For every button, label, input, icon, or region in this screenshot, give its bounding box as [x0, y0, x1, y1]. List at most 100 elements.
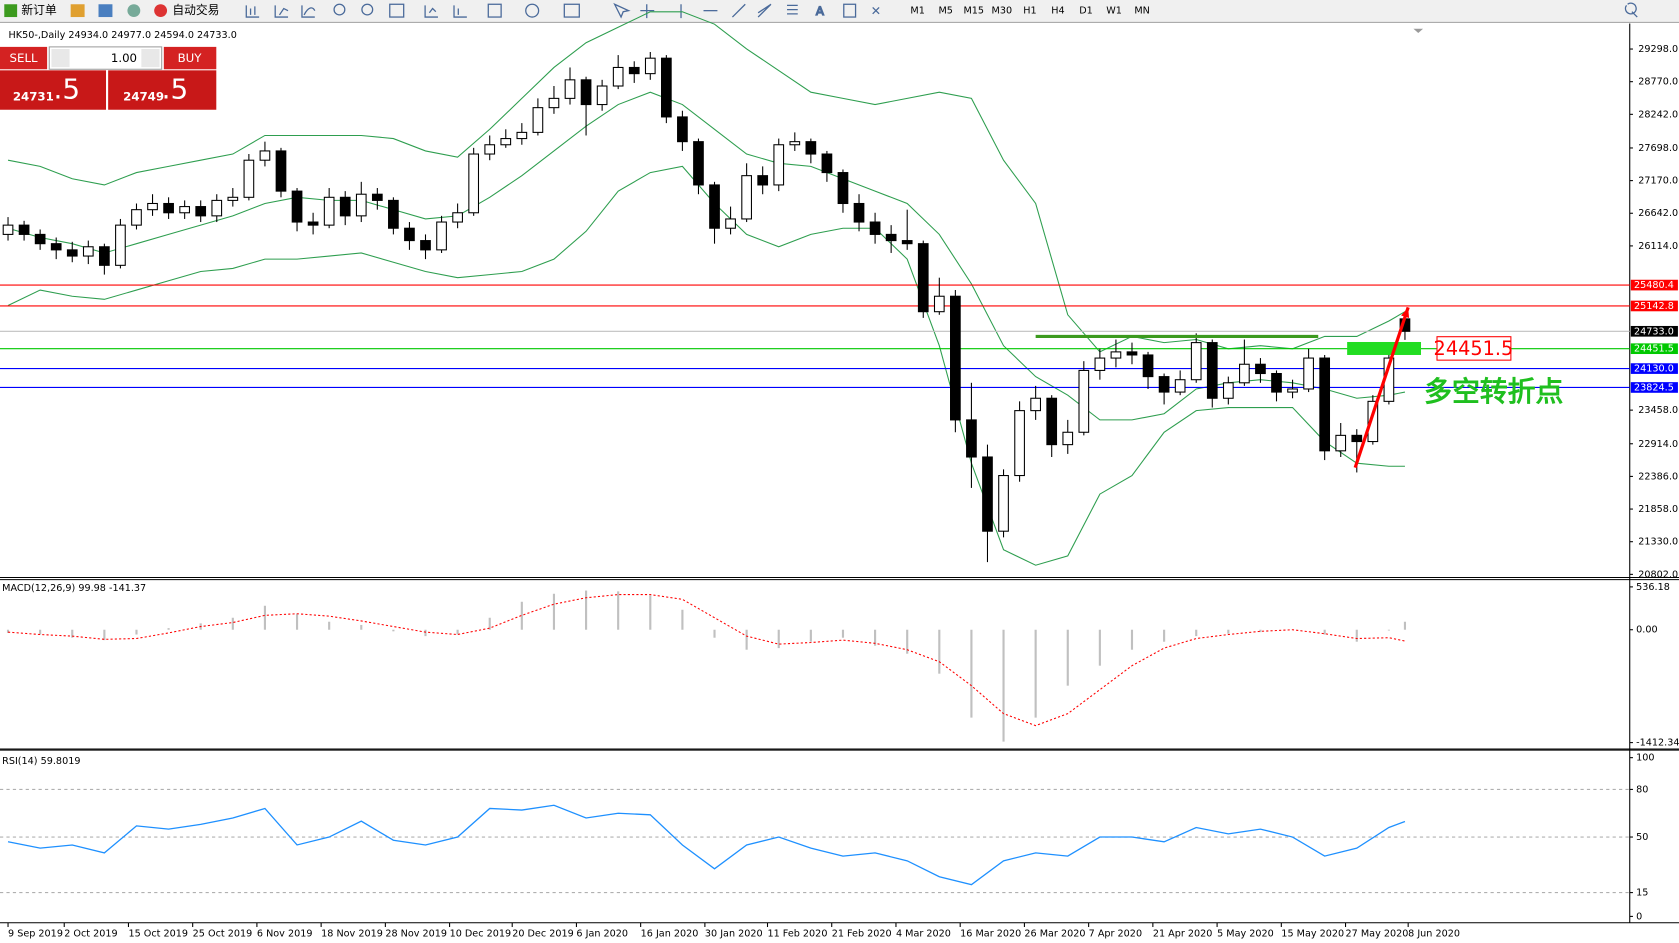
candle-body [612, 66, 624, 87]
candle-body [757, 175, 769, 186]
candle-body [885, 233, 897, 242]
candle-body [532, 107, 544, 133]
y-tick-label: 20802.0 [1638, 569, 1678, 580]
x-tick-label: 21 Feb 2020 [832, 928, 892, 939]
candle-body [1126, 351, 1138, 356]
candle-body [660, 57, 672, 118]
candle-body [693, 141, 704, 186]
timeframe[interactable]: M1 [910, 6, 924, 17]
candle-body [323, 196, 335, 226]
timeframe[interactable]: MN [1134, 6, 1150, 17]
sell-label[interactable]: SELL [10, 51, 38, 65]
y-tick-label: 100 [1636, 753, 1654, 764]
level-label: 24451.5 [1634, 344, 1674, 355]
new-order[interactable]: 新订单 [21, 3, 57, 17]
candle-body [917, 243, 929, 313]
candle-body [291, 190, 303, 223]
candle-body [1046, 397, 1058, 446]
x-tick-label: 11 Feb 2020 [768, 928, 828, 939]
candle-body [484, 144, 496, 155]
y-tick-label: 80 [1636, 784, 1648, 795]
tool-icons[interactable]: A [245, 2, 1638, 19]
level-label: 23824.5 [1634, 382, 1674, 393]
x-tick-label: 6 Nov 2019 [257, 928, 313, 939]
candle-body [371, 193, 383, 201]
sell-button[interactable] [0, 46, 48, 70]
macd-signal [7, 594, 1406, 727]
x-tick-label: 10 Dec 2019 [450, 928, 512, 939]
timeframe[interactable]: H4 [1051, 6, 1064, 17]
candle-body [982, 456, 993, 532]
y-tick-label: 15 [1636, 888, 1648, 899]
tool-icon[interactable] [127, 4, 141, 18]
tool-icon[interactable] [98, 4, 113, 18]
timeframe[interactable]: D1 [1079, 6, 1093, 17]
timeframe[interactable]: W1 [1106, 6, 1122, 17]
candle-body [1142, 354, 1154, 378]
candle-body [1206, 342, 1218, 399]
shift-marker[interactable] [1413, 28, 1424, 34]
auto-trade-icon[interactable] [154, 4, 168, 18]
x-tick-label: 27 May 2020 [1346, 928, 1409, 939]
candle-body [837, 172, 849, 205]
candle-body [1174, 379, 1186, 393]
level-label: 24130.0 [1634, 364, 1674, 375]
candle-body [275, 150, 287, 192]
trade-panel: SELL 1.00 BUY 24731 .5 24749 .5 [0, 46, 217, 110]
new-order-icon[interactable] [4, 4, 18, 18]
candle-body [195, 206, 207, 217]
caption: 多空转折点 [1424, 375, 1563, 408]
y-tick-label: 50 [1636, 832, 1648, 843]
spin-down[interactable] [51, 49, 70, 68]
ask-fraction[interactable]: .5 [162, 73, 189, 106]
candle-body [66, 249, 78, 257]
candle-body [853, 202, 865, 223]
candle-body [211, 199, 223, 217]
x-tick-label: 20 Dec 2019 [512, 928, 574, 939]
tool-icon[interactable] [70, 4, 85, 18]
y-tick-label: 22386.0 [1638, 471, 1678, 482]
y-tick-label: 21858.0 [1638, 504, 1678, 515]
timeframe[interactable]: M5 [939, 6, 953, 17]
candle-body [131, 209, 142, 226]
candle-body [933, 295, 945, 313]
candle-body [628, 66, 640, 75]
svg-text:A: A [816, 4, 824, 18]
x-tick-label: 7 Apr 2020 [1089, 928, 1142, 939]
y-tick-label: 23458.0 [1638, 405, 1678, 416]
bid-price[interactable]: 24731 [13, 89, 54, 103]
level-label-bg [1630, 363, 1678, 374]
volume-box[interactable] [48, 46, 163, 70]
candle-body [950, 295, 961, 421]
candle-body [1094, 357, 1106, 371]
ask-price[interactable]: 24749 [123, 89, 164, 103]
timeframe[interactable]: M30 [992, 6, 1013, 17]
buy-label[interactable]: BUY [178, 51, 203, 65]
ask-box[interactable] [108, 70, 217, 110]
buy-button[interactable] [163, 46, 217, 70]
candle-body [452, 212, 463, 223]
candle-body [1158, 376, 1170, 393]
candle-body [18, 224, 30, 235]
timeframe[interactable]: H1 [1023, 6, 1036, 17]
level-label-bg [1630, 279, 1678, 291]
candle-body [355, 193, 367, 217]
candle-body [1110, 351, 1122, 359]
candle-body [869, 221, 881, 235]
bid-box[interactable] [0, 70, 107, 110]
spin-up[interactable] [141, 49, 160, 68]
x-tick-label: 16 Mar 2020 [960, 928, 1021, 939]
bid-fraction[interactable]: .5 [54, 73, 81, 106]
timeframe[interactable]: M15 [963, 6, 984, 17]
candle-body [741, 175, 752, 220]
candle-body [34, 233, 46, 245]
chart-title: HK50-,Daily 24934.0 24977.0 24594.0 2473… [9, 30, 237, 41]
candle-body [82, 246, 94, 257]
auto-trade[interactable]: 自动交易 [172, 3, 219, 17]
volume[interactable]: 1.00 [111, 51, 137, 65]
candle-body [1367, 400, 1379, 443]
candle-body [227, 196, 239, 201]
toolbar: 新订单 自动交易 A [0, 0, 1679, 23]
